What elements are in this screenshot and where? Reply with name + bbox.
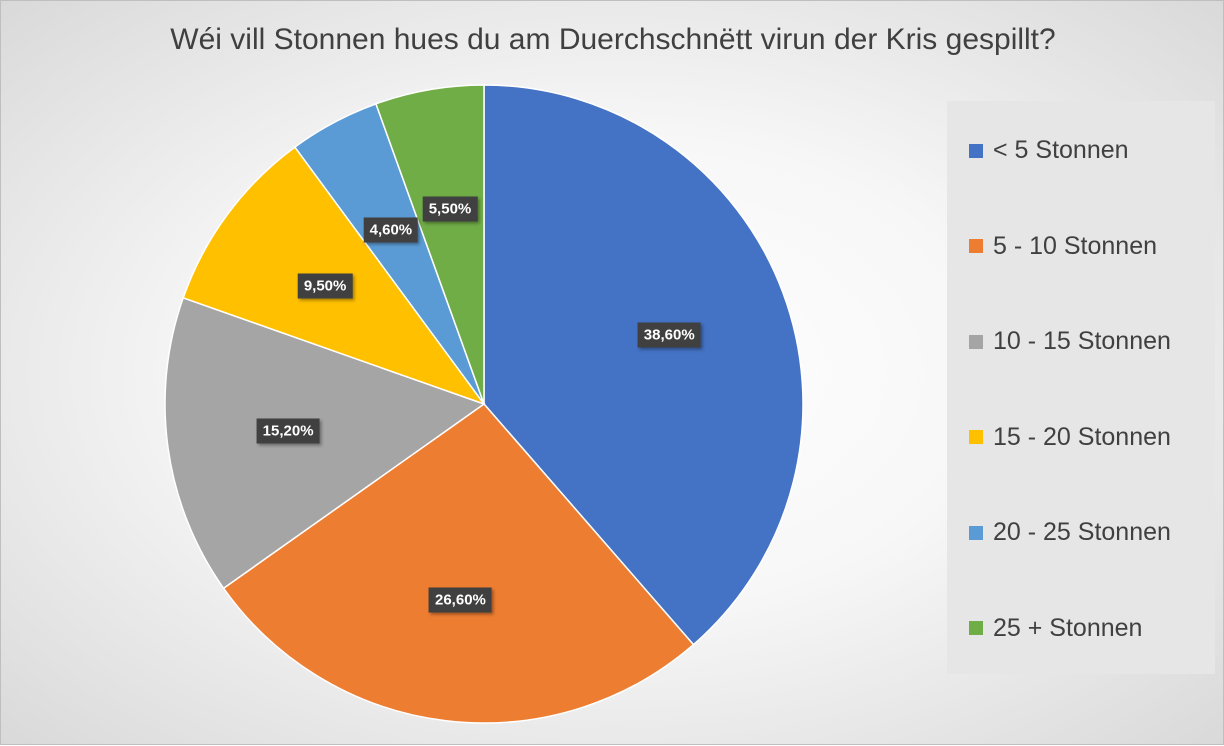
data-label-10-15-stonnen: 15,20% xyxy=(256,418,320,444)
legend-label: < 5 Stonnen xyxy=(993,136,1129,164)
legend-label: 15 - 20 Stonnen xyxy=(993,422,1171,451)
data-label-20-25-stonnen: 4,60% xyxy=(363,217,419,242)
data-label-15-20-stonnen: 9,50% xyxy=(297,273,353,299)
legend-swatch xyxy=(969,334,983,349)
legend: < 5 Stonnen 5 - 10 Stonnen 10 - 15 Stonnen… xyxy=(947,101,1215,674)
legend-swatch xyxy=(969,525,983,540)
pie-slice-5-10-stonnen xyxy=(222,402,695,724)
legend-item-10-15-stonnen: 10 - 15 Stonnen xyxy=(969,327,1171,356)
pie-slice-5-stonnen xyxy=(483,84,804,646)
chart-title: Wéi vill Stonnen hues du am Duerchschnët… xyxy=(170,23,1056,56)
legend-item-15-20-stonnen: 15 - 20 Stonnen xyxy=(969,423,1171,452)
legend-label: 20 - 25 Stonnen xyxy=(993,518,1171,546)
legend-label: 5 - 10 Stonnen xyxy=(993,231,1158,260)
legend-item-25-stonnen: 25 + Stonnen xyxy=(969,614,1142,643)
data-label-5-stonnen: 38,60% xyxy=(637,322,701,348)
legend-swatch xyxy=(969,143,983,158)
legend-item-20-25-stonnen: 20 - 25 Stonnen xyxy=(969,518,1171,547)
data-label-5-10-stonnen: 26,60% xyxy=(429,587,492,613)
legend-label: 25 + Stonnen xyxy=(993,613,1143,642)
pie-slice-25-stonnen xyxy=(374,84,485,405)
pie-slice-10-15-stonnen xyxy=(164,296,486,590)
legend-item-5-10-stonnen: 5 - 10 Stonnen xyxy=(969,232,1157,261)
legend-swatch xyxy=(969,239,983,253)
legend-label: 10 - 15 Stonnen xyxy=(993,327,1171,355)
data-label-25-stonnen: 5,50% xyxy=(422,196,478,222)
legend-swatch xyxy=(969,430,983,444)
legend-item-5-stonnen: < 5 Stonnen xyxy=(969,136,1129,165)
legend-swatch xyxy=(969,621,983,635)
